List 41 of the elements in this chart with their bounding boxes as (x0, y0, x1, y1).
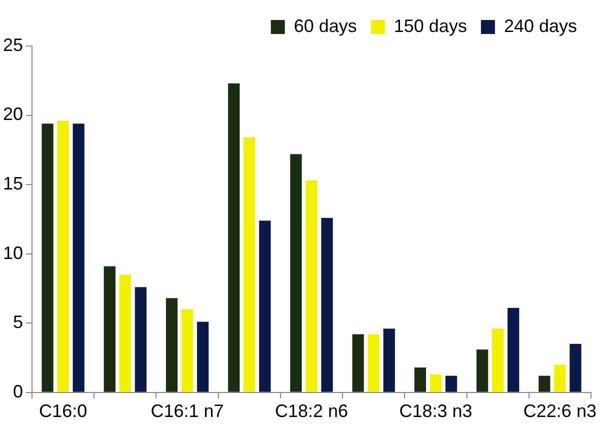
y-tick-label: 20 (2, 104, 24, 124)
x-tick-label: C16:1 n7 (150, 401, 224, 422)
bar (197, 322, 209, 392)
bar (57, 120, 69, 392)
bar (445, 376, 458, 392)
bar (306, 180, 318, 392)
bar (290, 154, 302, 392)
x-tick-label: C18:2 n6 (274, 401, 348, 422)
legend-label: 240 days (504, 16, 578, 36)
bar (476, 349, 488, 392)
y-tick-label: 25 (2, 34, 24, 55)
bar (570, 344, 582, 392)
bar (166, 298, 178, 392)
bar (383, 328, 395, 392)
bar (134, 287, 147, 392)
bar (72, 124, 84, 392)
x-tick-label: C22:6 n3 (523, 401, 596, 422)
bar (244, 137, 256, 392)
bar (181, 309, 194, 392)
y-tick-label: 10 (2, 242, 24, 263)
x-tick-label: C18:3 n3 (399, 401, 472, 422)
legend-label: 150 days (394, 16, 467, 36)
legend-label: 60 days (294, 16, 357, 36)
y-tick-label: 0 (13, 381, 24, 402)
bar (414, 367, 426, 392)
bar (430, 374, 442, 392)
bar (42, 124, 54, 392)
bar (368, 334, 380, 392)
bar (538, 376, 550, 392)
bar (352, 334, 364, 392)
y-tick-label: 5 (13, 312, 24, 332)
bar (321, 218, 333, 392)
bar (104, 266, 116, 392)
y-tick-label: 15 (2, 174, 24, 194)
bar (554, 364, 566, 392)
bar (508, 308, 520, 392)
bar (119, 274, 132, 392)
bar (492, 328, 504, 392)
x-tick-label: C16:0 (39, 401, 88, 422)
bar (259, 220, 271, 392)
bar (228, 83, 240, 392)
